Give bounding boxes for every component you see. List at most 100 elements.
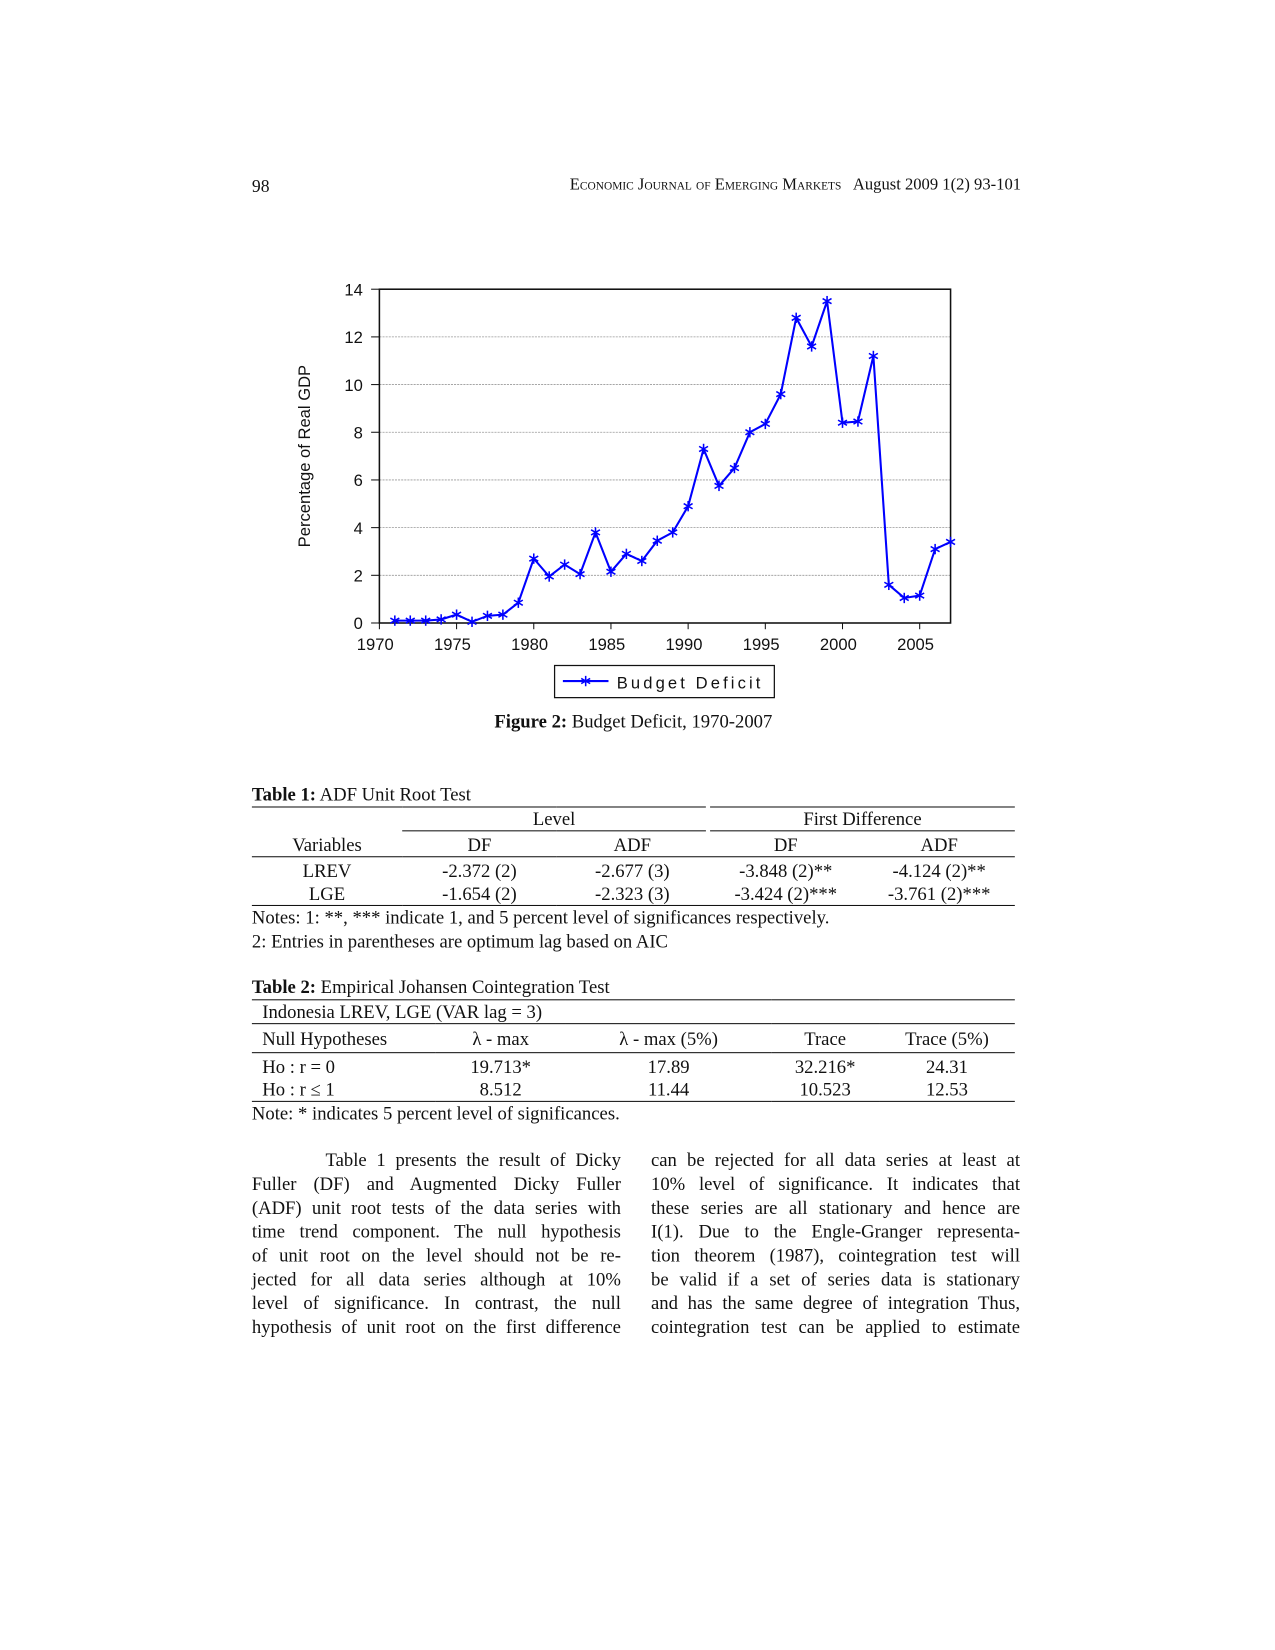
y-tick-label: 6 bbox=[354, 471, 363, 490]
data-point bbox=[853, 416, 863, 427]
marker-stroke bbox=[914, 592, 925, 599]
text-line: cointegration test can be applied to est… bbox=[650, 1316, 1021, 1338]
table-row: Ho : r = 0 19.713* 17.89 32.216* 24.31 bbox=[252, 1053, 1015, 1078]
marker-stroke bbox=[837, 419, 848, 426]
marker-stroke bbox=[528, 555, 539, 562]
table-cell: LGE bbox=[308, 883, 346, 904]
page-number: 98 bbox=[251, 176, 270, 196]
y-tick-label: 8 bbox=[354, 423, 363, 442]
table-cell: 19.713* bbox=[470, 1056, 531, 1078]
column-header: Trace (5%) bbox=[905, 1028, 989, 1050]
y-tick-label: 10 bbox=[344, 376, 362, 395]
text-column-right: can be rejected for all data series at l… bbox=[651, 1149, 1020, 1340]
table-cell: 32.216* bbox=[794, 1056, 856, 1078]
table-cell: -2.372 (2) bbox=[442, 860, 517, 882]
y-axis-label: Percentage of Real GDP bbox=[295, 365, 314, 547]
data-line bbox=[394, 300, 951, 623]
marker-stroke bbox=[853, 418, 863, 425]
table-cell: 10.523 bbox=[799, 1079, 851, 1100]
data-point bbox=[791, 312, 802, 324]
column-header: Variables bbox=[292, 834, 362, 855]
data-point bbox=[621, 548, 632, 560]
marker-stroke bbox=[945, 538, 956, 546]
data-point bbox=[945, 536, 956, 548]
header-row: Null Hypotheses λ - max λ - max (5%) Trace T… bbox=[251, 1024, 1015, 1053]
table-note: Notes: 1: **, *** indicate 1, and 5 perc… bbox=[251, 907, 830, 928]
marker-stroke bbox=[791, 314, 802, 322]
text-line: (ADF) unit root tests of the data series… bbox=[251, 1197, 621, 1219]
marker-stroke bbox=[467, 618, 477, 626]
text-line: Fuller (DF) and Augmented Dicky Fuller bbox=[251, 1173, 621, 1195]
data-point bbox=[806, 341, 817, 352]
text-line: hypothesis of unit root on the first dif… bbox=[251, 1316, 621, 1338]
marker-stroke bbox=[729, 464, 740, 472]
text-line: time trend component. The null hypothesi… bbox=[251, 1221, 621, 1242]
text-line: tion theorem (1987), cointegration test … bbox=[650, 1244, 1021, 1266]
legend-label: Budget Deficit bbox=[617, 673, 764, 692]
column-header: ADF bbox=[613, 834, 652, 856]
marker-stroke bbox=[482, 612, 493, 620]
y-tick-label: 14 bbox=[344, 280, 362, 299]
marker-stroke bbox=[389, 617, 400, 624]
data-point bbox=[868, 350, 879, 362]
text-line: I(1). Due to the Engle-Granger represent… bbox=[650, 1221, 1021, 1242]
table-row: LGE -1.654 (2) -2.323 (3) -3.424 (2)*** -3.7… bbox=[252, 882, 1015, 905]
table-title-text: ADF Unit Root Test bbox=[319, 783, 471, 805]
x-tick-label: 2000 bbox=[820, 635, 857, 654]
text-column-left: Table 1 presents the result of Dicky Full… bbox=[252, 1149, 621, 1340]
data-point bbox=[837, 417, 848, 428]
table-label: Table 2: bbox=[251, 976, 317, 998]
data-point bbox=[883, 579, 894, 591]
marker-stroke bbox=[621, 550, 632, 558]
text-line: can be rejected for all data series at l… bbox=[650, 1149, 1021, 1171]
column-header: DF bbox=[773, 834, 798, 856]
data-point bbox=[698, 443, 709, 455]
table-2-block: Table 2: Empirical Johansen Cointegratio… bbox=[251, 976, 1015, 1125]
data-point bbox=[590, 527, 601, 538]
data-point bbox=[559, 559, 570, 570]
table-note: Note: * indicates 5 percent level of sig… bbox=[251, 1102, 620, 1124]
marker-stroke bbox=[420, 617, 431, 624]
data-point bbox=[914, 590, 925, 601]
marker-stroke bbox=[760, 420, 771, 428]
marker-stroke bbox=[899, 594, 910, 602]
data-point bbox=[667, 527, 678, 538]
x-tick-label: 1980 bbox=[511, 635, 548, 654]
data-point bbox=[575, 568, 585, 580]
marker-stroke bbox=[775, 390, 786, 398]
table-label: Table 1: bbox=[251, 783, 317, 805]
marker-stroke bbox=[436, 616, 446, 623]
column-header: Null Hypotheses bbox=[262, 1028, 388, 1050]
data-point bbox=[760, 418, 771, 430]
column-header: Trace bbox=[804, 1028, 847, 1050]
marker-stroke bbox=[636, 557, 647, 565]
data-point bbox=[930, 543, 940, 555]
group-row: Level First Difference bbox=[252, 806, 1015, 832]
table-row: LREV -2.372 (2) -2.677 (3) -3.848 (2)** -4.1… bbox=[252, 857, 1015, 882]
marker-stroke bbox=[405, 617, 416, 624]
data-point bbox=[606, 566, 616, 577]
text-line: Table 1 presents the result of Dicky bbox=[325, 1149, 621, 1171]
text-line: these series are all stationary and henc… bbox=[650, 1197, 1021, 1219]
table-row: Ho : r ≤ 1 8.512 11.44 10.523 12.53 bbox=[252, 1078, 1015, 1101]
running-header: Economic Journal of Emerging Markets Aug… bbox=[570, 176, 1021, 195]
table-1-block: Table 1: ADF Unit Root Test Level First Di… bbox=[251, 783, 1015, 954]
header-row: Variables DF ADF DF ADF bbox=[251, 831, 1015, 857]
chart: Percentage of Real GDP 0 2 4 6 8 10 12 14 1970 19… bbox=[295, 280, 956, 699]
marker-stroke bbox=[575, 570, 585, 578]
data-point bbox=[745, 427, 755, 438]
table-cell: -4.124 (2)** bbox=[892, 860, 986, 882]
text-line: and has the same degree of integration T… bbox=[650, 1292, 1021, 1314]
x-tick-label: 1985 bbox=[588, 635, 625, 654]
marker-stroke bbox=[822, 297, 832, 305]
table-cell: -1.654 (2) bbox=[442, 883, 517, 904]
table-subtitle: Indonesia LREV, LGE (VAR lag = 3) bbox=[262, 1001, 543, 1023]
x-tick-label: 1995 bbox=[743, 635, 780, 654]
figure-caption: Figure 2: Budget Deficit, 1970-2007 bbox=[252, 711, 1015, 733]
table-cell: 8.512 bbox=[479, 1079, 522, 1100]
table-note: 2: Entries in parentheses are optimum la… bbox=[251, 930, 668, 952]
column-header: λ - max (5%) bbox=[619, 1028, 718, 1050]
marker-stroke bbox=[745, 428, 755, 436]
marker-stroke bbox=[683, 502, 693, 510]
